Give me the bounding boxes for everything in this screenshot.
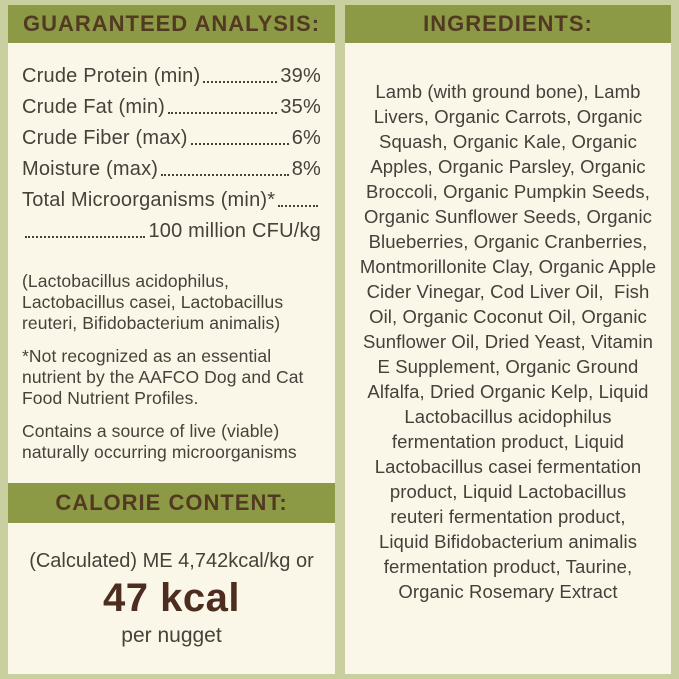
dot-leader [203, 81, 278, 83]
note-live-microorganisms: Contains a source of live (viable) natur… [22, 421, 297, 462]
calorie-unit: per nugget [121, 624, 222, 647]
analysis-label: Total Microorganisms (min)* [22, 189, 276, 211]
analysis-row-total-microorganisms: Total Microorganisms (min)* [22, 183, 321, 214]
note-aafco-disclaimer: *Not recognized as an essential nutrient… [22, 346, 304, 408]
analysis-label: Moisture (max) [22, 158, 159, 180]
analysis-row-total-microorganisms-value: 100 million CFU/kg [22, 214, 321, 245]
analysis-row-crude-fat: Crude Fat (min) 35% [22, 90, 321, 121]
note-probiotic-species: (Lactobacillus acidophilus, Lactobacillu… [22, 271, 284, 333]
analysis-row-crude-protein: Crude Protein (min) 39% [22, 59, 321, 90]
calorie-content-body: (Calculated) ME 4,742kcal/kg or 47 kcal … [8, 523, 335, 649]
analysis-table: Crude Protein (min) 39% Crude Fat (min) … [8, 43, 335, 245]
ingredients-list: Lamb (with ground bone), Lamb Livers, Or… [359, 81, 657, 602]
dot-leader [168, 112, 278, 114]
analysis-value: 8% [291, 158, 321, 180]
analysis-value: 35% [280, 96, 321, 118]
analysis-label: Crude Fat (min) [22, 96, 166, 118]
calorie-content-title: CALORIE CONTENT: [55, 490, 288, 515]
guaranteed-analysis-header-bar: GUARANTEED ANALYSIS: [8, 5, 335, 43]
dot-leader [278, 205, 318, 207]
ingredients-title: INGREDIENTS: [423, 11, 593, 36]
analysis-label: Crude Protein (min) [22, 65, 201, 87]
guaranteed-analysis-panel: GUARANTEED ANALYSIS: Crude Protein (min)… [8, 5, 335, 674]
dot-leader [161, 174, 289, 176]
analysis-row-moisture: Moisture (max) 8% [22, 152, 321, 183]
dot-leader [25, 236, 146, 238]
analysis-notes: (Lactobacillus acidophilus, Lactobacillu… [8, 245, 335, 463]
analysis-label: Crude Fiber (max) [22, 127, 188, 149]
dot-leader [190, 143, 289, 145]
analysis-value: 6% [291, 127, 321, 149]
ingredients-panel: INGREDIENTS: Lamb (with ground bone), La… [345, 5, 671, 674]
calorie-value: 47 kcal [103, 576, 240, 620]
analysis-value: 100 million CFU/kg [148, 220, 321, 242]
calorie-calculated-line: (Calculated) ME 4,742kcal/kg or [29, 550, 314, 572]
guaranteed-analysis-title: GUARANTEED ANALYSIS: [22, 11, 321, 36]
analysis-row-crude-fiber: Crude Fiber (max) 6% [22, 121, 321, 152]
analysis-value: 39% [280, 65, 321, 87]
calorie-content-header-bar: CALORIE CONTENT: [8, 483, 335, 523]
ingredients-header-bar: INGREDIENTS: [345, 5, 671, 43]
